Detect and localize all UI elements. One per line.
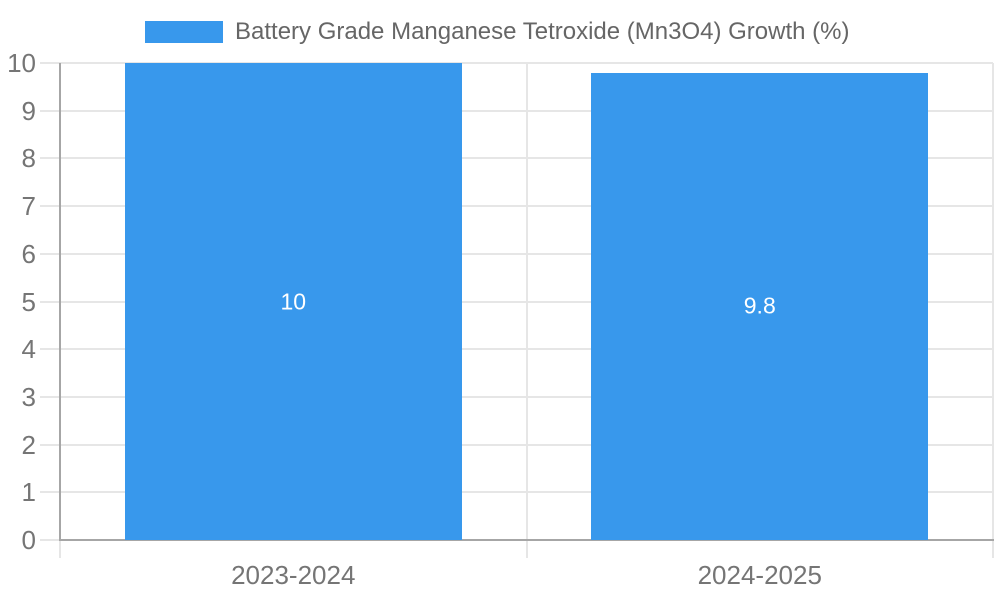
x-tick-mark (525, 540, 528, 558)
y-tick-label: 1 (21, 477, 36, 508)
y-tick-label: 8 (21, 143, 36, 174)
bar-data-label: 9.8 (743, 292, 776, 319)
bar-data-label: 10 (280, 288, 307, 314)
legend-swatch (145, 21, 223, 43)
x-tick-label: 2023-2024 (231, 560, 356, 590)
y-tick-label: 4 (21, 334, 36, 365)
y-tick-mark (40, 157, 60, 160)
y-tick-label: 0 (21, 525, 36, 555)
y-tick-mark (40, 109, 60, 112)
y-tick-label: 5 (21, 286, 36, 317)
y-tick-label: 6 (21, 238, 36, 269)
y-axis-line (59, 63, 61, 540)
x-tick-mark (992, 540, 994, 558)
x-gridline (992, 63, 994, 540)
y-tick-mark (40, 491, 60, 494)
y-tick-label: 7 (21, 191, 36, 222)
x-axis-line (59, 539, 994, 541)
x-tick-mark (59, 540, 61, 558)
y-tick-mark (40, 348, 60, 351)
x-tick-label: 2024-2025 (697, 560, 822, 590)
x-gridline (525, 63, 528, 540)
y-tick-label: 9 (21, 95, 36, 126)
y-tick-label: 2 (21, 429, 36, 460)
y-tick-mark (40, 539, 60, 541)
y-tick-mark (40, 300, 60, 303)
bar[interactable] (591, 72, 929, 540)
y-tick-mark (40, 205, 60, 208)
legend-label: Battery Grade Manganese Tetroxide (Mn3O4… (235, 18, 850, 45)
bar[interactable] (124, 63, 462, 540)
y-tick-label: 10 (7, 48, 36, 78)
y-tick-mark (40, 252, 60, 255)
y-tick-mark (40, 443, 60, 446)
y-tick-label: 3 (21, 381, 36, 412)
y-tick-mark (40, 395, 60, 398)
y-tick-mark (40, 62, 60, 64)
